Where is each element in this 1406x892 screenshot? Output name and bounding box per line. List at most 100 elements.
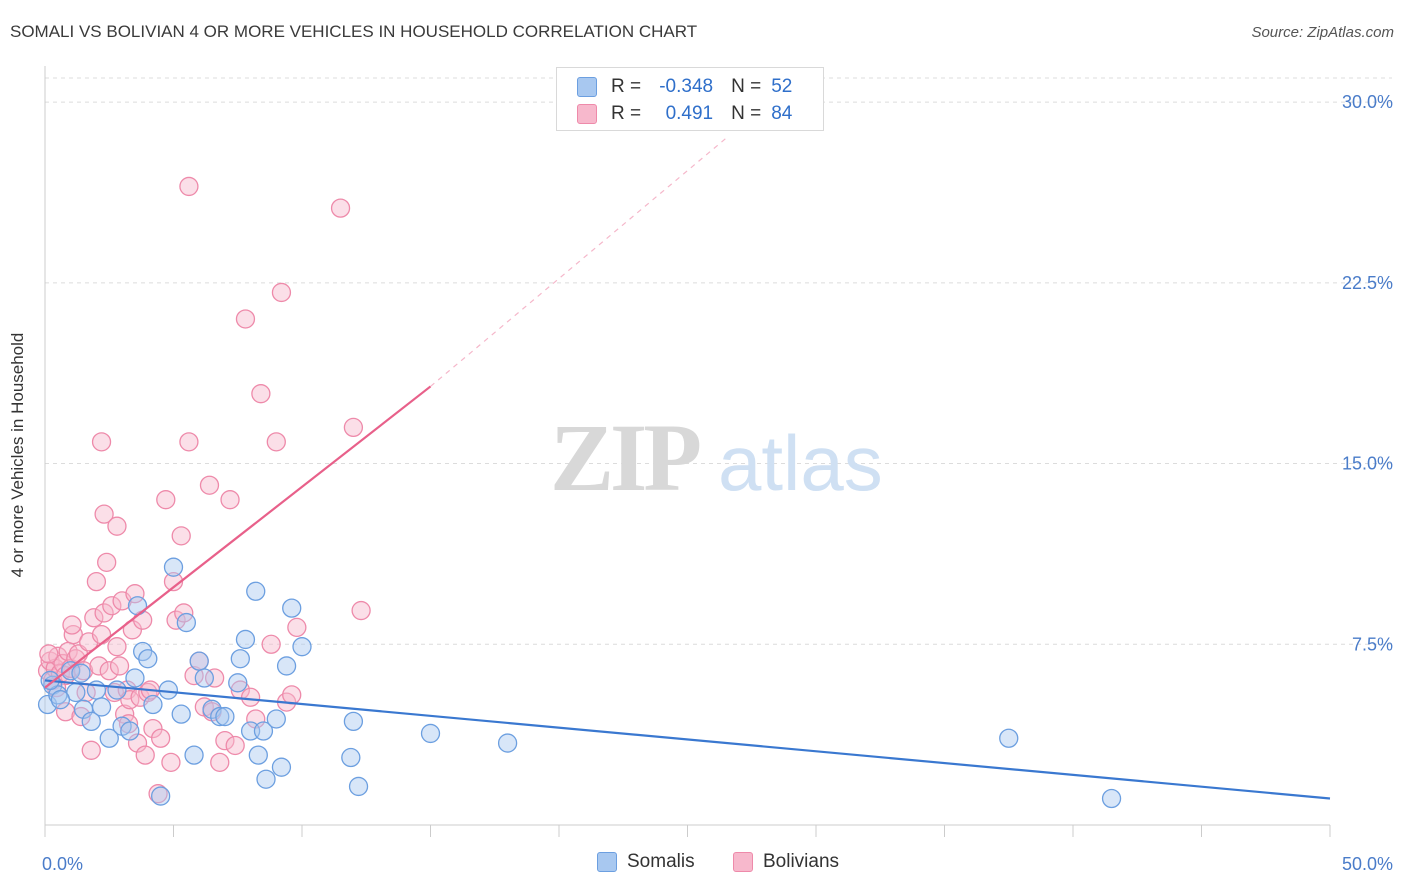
bolivians-n-label: N = — [731, 103, 762, 124]
bolivians-point — [107, 516, 127, 536]
legend-row-bolivians: R = 0.491 N = 84 — [577, 101, 792, 127]
somalis-point — [215, 706, 235, 727]
bolivians-point — [225, 735, 245, 756]
bolivians-point — [156, 490, 176, 510]
somalis-point — [189, 651, 209, 671]
bolivians-point — [179, 176, 199, 197]
somalis-point — [341, 747, 361, 768]
bolivians-point — [271, 282, 292, 303]
bolivians-r-label: R = — [611, 103, 642, 124]
legend-item-bolivians[interactable]: Bolivians — [733, 851, 839, 873]
somalis-r-value: -0.348 — [659, 76, 714, 97]
bolivians-point — [163, 571, 184, 592]
bolivians-point — [161, 752, 181, 772]
somalis-point — [91, 697, 112, 717]
somalis-point — [276, 656, 297, 676]
bolivians-point — [261, 634, 281, 654]
watermark-atlas: atlas — [718, 419, 883, 507]
grid-lines — [45, 77, 1392, 645]
bolivians-point — [210, 752, 230, 772]
somalis-r-label: R = — [611, 76, 642, 97]
x-tick-label: 50.0% — [1342, 854, 1393, 874]
trend-lines — [44, 137, 1331, 800]
somalis-point — [292, 637, 312, 657]
y-tick-labels: 7.5% 15.0% 22.5% 30.0% — [1342, 92, 1393, 654]
bolivians-point — [282, 685, 302, 705]
somalis-point — [81, 711, 101, 732]
somalis-legend-label: Somalis — [627, 851, 695, 872]
somalis-point — [125, 668, 145, 688]
bolivians-r-value: 0.491 — [665, 103, 714, 124]
somalis-point — [210, 706, 230, 727]
bolivians-point — [91, 624, 112, 645]
bolivians-point — [179, 432, 199, 452]
bolivians-point — [138, 682, 158, 703]
somalis-point — [282, 598, 302, 618]
bolivians-point — [266, 432, 286, 452]
somalis-point — [266, 709, 286, 729]
bolivians-point — [127, 733, 148, 753]
somalis-n-label: N = — [731, 76, 762, 97]
somalis-point — [1101, 788, 1122, 809]
somalis-point — [120, 721, 140, 741]
somalis-point — [138, 649, 158, 669]
bolivians-point — [86, 571, 107, 592]
bolivians-point — [204, 668, 225, 688]
somalis-point — [107, 680, 127, 700]
bolivians-point — [240, 687, 261, 707]
somalis-point — [99, 728, 119, 748]
watermark-zip: ZIP — [550, 404, 699, 511]
bolivians-point — [150, 728, 171, 748]
watermark: ZIP atlas — [550, 404, 883, 511]
bolivians-point — [97, 552, 117, 572]
bolivians-point — [39, 644, 59, 664]
chart-title: SOMALI VS BOLIVIAN 4 OR MORE VEHICLES IN… — [10, 22, 698, 41]
bolivians-point — [63, 624, 83, 645]
somalis-point — [50, 690, 71, 710]
bolivians-point — [287, 617, 307, 638]
bolivians-point — [109, 656, 130, 676]
somalis-point — [143, 694, 163, 715]
source-credit: Source: ZipAtlas.com — [1251, 24, 1394, 41]
bolivians-point — [91, 432, 112, 452]
bolivians-point — [143, 718, 163, 739]
somalis-legend-swatch — [597, 852, 617, 872]
bolivians-swatch — [577, 104, 597, 124]
y-tick-label: 22.5% — [1342, 273, 1393, 293]
somalis-point — [256, 769, 276, 789]
somalis-point — [127, 596, 148, 616]
somalis-point — [71, 663, 91, 683]
bolivians-point — [81, 740, 101, 760]
somalis-point — [171, 704, 191, 724]
bolivians-point — [235, 309, 256, 329]
series-legend: Somalis Bolivians — [0, 851, 1406, 877]
somalis-point — [246, 581, 266, 601]
bolivians-point — [102, 596, 122, 616]
somalis-points — [37, 557, 1122, 809]
somalis-point — [158, 680, 179, 700]
bolivians-trend-extension — [430, 137, 727, 387]
somalis-point — [228, 673, 248, 693]
x-tick-label: 0.0% — [42, 854, 83, 874]
bolivians-point — [99, 661, 119, 681]
somalis-point — [230, 649, 250, 669]
y-tick-label: 30.0% — [1342, 92, 1393, 112]
bolivians-point — [89, 656, 109, 676]
y-tick-label: 7.5% — [1352, 634, 1393, 654]
somalis-point — [348, 776, 369, 797]
bolivians-point — [246, 709, 266, 729]
somalis-point — [497, 733, 518, 753]
bolivians-point — [220, 490, 240, 510]
bolivians-point — [94, 603, 114, 623]
bolivians-point — [215, 731, 235, 751]
somalis-point — [248, 745, 268, 765]
bolivians-point — [351, 600, 371, 621]
somalis-point — [999, 728, 1019, 748]
somalis-point — [420, 723, 441, 744]
legend-item-somalis[interactable]: Somalis — [597, 851, 695, 873]
somalis-point — [176, 612, 197, 633]
somalis-point — [271, 757, 292, 777]
somalis-n-value: 52 — [771, 76, 793, 97]
bolivians-point — [343, 417, 364, 438]
correlation-legend: R = -0.348 N = 52 R = 0.491 N = 84 — [556, 67, 824, 131]
